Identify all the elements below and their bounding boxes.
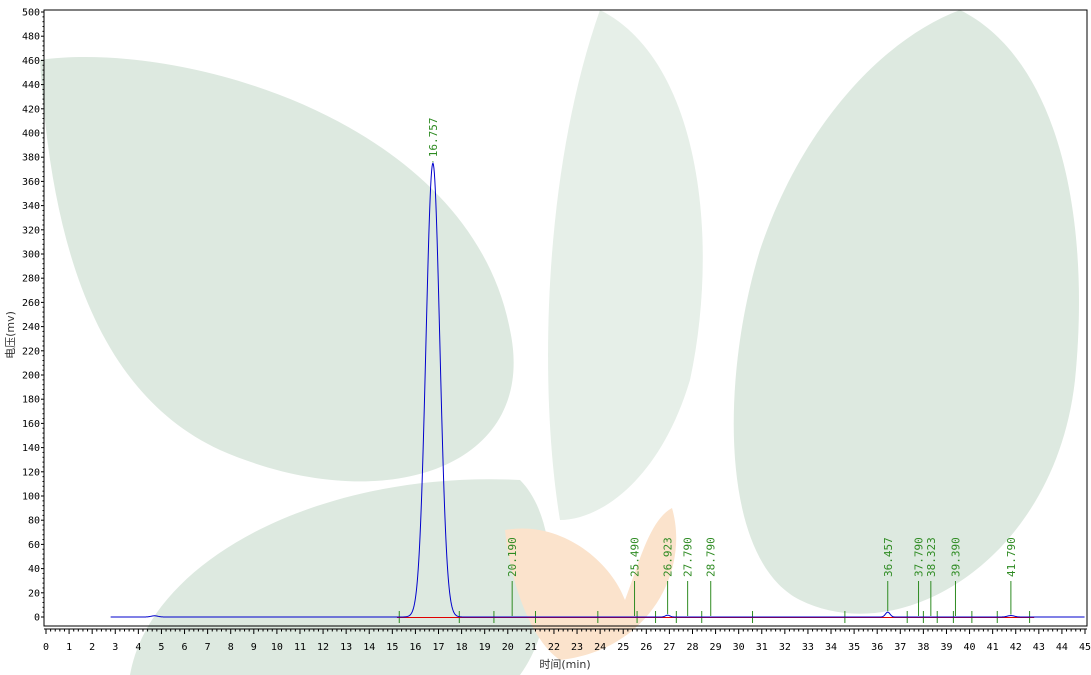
x-tick-label: 23	[571, 642, 583, 653]
x-tick-label: 3	[112, 642, 118, 653]
x-tick-label: 36	[871, 642, 883, 653]
signal-trace	[110, 162, 1085, 618]
x-tick-label: 16	[409, 642, 421, 653]
y-tick-label: 180	[22, 395, 40, 406]
x-tick-label: 17	[432, 642, 444, 653]
y-tick-label: 200	[22, 371, 40, 382]
plot-frame	[43, 9, 1088, 627]
peak-label: 20.190	[506, 537, 519, 577]
y-tick-label: 280	[22, 274, 40, 285]
x-tick-label: 21	[525, 642, 537, 653]
x-tick-label: 8	[228, 642, 234, 653]
x-tick-label: 44	[1056, 642, 1068, 653]
x-tick-label: 38	[917, 642, 929, 653]
y-tick-label: 260	[22, 298, 40, 309]
x-axis-title: 时间(min)	[539, 658, 590, 671]
x-tick-label: 20	[502, 642, 514, 653]
y-tick-label: 240	[22, 322, 40, 333]
y-tick-label: 40	[28, 564, 40, 575]
x-tick-label: 2	[89, 642, 95, 653]
y-tick-label: 380	[22, 153, 40, 164]
x-tick-label: 6	[182, 642, 188, 653]
x-tick-label: 25	[617, 642, 629, 653]
x-tick-label: 45	[1079, 642, 1091, 653]
x-tick-label: 18	[456, 642, 468, 653]
x-tick-label: 14	[363, 642, 375, 653]
y-tick-label: 440	[22, 80, 40, 91]
x-tick-label: 34	[825, 642, 837, 653]
x-tick-label: 15	[386, 642, 398, 653]
y-tick-label: 480	[22, 32, 40, 43]
y-tick-label: 220	[22, 346, 40, 357]
y-tick-label: 120	[22, 467, 40, 478]
x-tick-label: 22	[548, 642, 560, 653]
peak-label: 16.757	[427, 118, 440, 158]
peak-label: 36.457	[882, 537, 895, 577]
x-tick-label: 19	[479, 642, 491, 653]
y-tick-label: 400	[22, 129, 40, 140]
y-tick-label: 500	[22, 8, 40, 19]
y-axis-title: 电压(mv)	[4, 311, 17, 359]
x-tick-label: 7	[205, 642, 211, 653]
peak-label: 39.390	[949, 537, 962, 577]
peak-label: 28.790	[705, 537, 718, 577]
y-tick-label: 140	[22, 443, 40, 454]
x-tick-label: 0	[43, 642, 49, 653]
y-tick-label: 100	[22, 492, 40, 503]
watermark-leaf-orange	[505, 508, 677, 660]
x-tick-label: 10	[271, 642, 283, 653]
x-tick-label: 41	[987, 642, 999, 653]
x-tick-label: 26	[640, 642, 652, 653]
x-tick-label: 13	[340, 642, 352, 653]
y-tick-label: 320	[22, 225, 40, 236]
x-tick-label: 33	[802, 642, 814, 653]
x-tick-label: 9	[251, 642, 257, 653]
peak-label: 25.490	[629, 537, 642, 577]
x-tick-label: 35	[848, 642, 860, 653]
x-tick-label: 24	[594, 642, 606, 653]
peak-label: 37.790	[913, 537, 926, 577]
y-tick-label: 20	[28, 588, 40, 599]
x-tick-label: 11	[294, 642, 306, 653]
x-tick-label: 39	[940, 642, 952, 653]
watermark-leaf-center	[548, 10, 703, 520]
watermark-leaf-left	[40, 57, 514, 482]
x-tick-label: 32	[779, 642, 791, 653]
x-tick-label: 40	[964, 642, 976, 653]
peak-label: 27.790	[682, 537, 695, 577]
x-tick-label: 31	[756, 642, 768, 653]
x-tick-label: 28	[686, 642, 698, 653]
y-tick-label: 340	[22, 201, 40, 212]
y-tick-label: 460	[22, 56, 40, 67]
x-tick-label: 37	[894, 642, 906, 653]
x-tick-label: 43	[1033, 642, 1045, 653]
y-tick-label: 0	[34, 613, 40, 624]
y-tick-label: 60	[28, 540, 40, 551]
y-axis: 0 20 40 60 80 100 120 140 160 180 200 220 240 260 280 3…	[22, 8, 44, 624]
y-tick-label: 160	[22, 419, 40, 430]
peak-label: 38.323	[925, 537, 938, 577]
x-tick-label: 42	[1010, 642, 1022, 653]
y-tick-label: 360	[22, 177, 40, 188]
watermark-leaf-right	[733, 10, 1079, 614]
x-tick-label: 1	[66, 642, 72, 653]
peak-label: 26.923	[662, 537, 675, 577]
y-tick-label: 300	[22, 250, 40, 261]
x-tick-label: 30	[733, 642, 745, 653]
peak-label: 41.790	[1005, 537, 1018, 577]
x-tick-label: 5	[158, 642, 164, 653]
x-axis: 0 1 2 3 4 5 6 7 8 9 10 11 12 13 14 15 16 17 18 19 20 21 22 23 24…	[43, 628, 1091, 653]
x-tick-label: 27	[663, 642, 675, 653]
y-tick-label: 420	[22, 104, 40, 115]
x-tick-label: 4	[135, 642, 141, 653]
x-tick-label: 12	[317, 642, 329, 653]
y-tick-label: 80	[28, 516, 40, 527]
x-tick-label: 29	[710, 642, 722, 653]
peak-labels: 16.757 20.190 25.490 26.923 27.790 28.790 36.4…	[427, 118, 1018, 616]
